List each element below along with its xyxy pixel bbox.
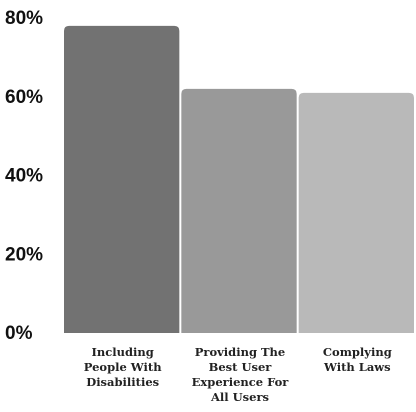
x-tick-label-line: Experience For <box>192 375 290 389</box>
bar <box>64 25 180 333</box>
x-tick-label-line: Disabilities <box>86 375 159 389</box>
x-axis: Including People With Disabilities Providin… <box>84 345 392 404</box>
y-tick-label: 80% <box>5 8 43 29</box>
x-tick-label-line: Best User <box>209 360 273 374</box>
x-tick-label-line: Complying <box>323 345 392 359</box>
x-tick-label-line: Providing The <box>195 345 285 359</box>
x-tick-label-line: People With <box>84 360 162 374</box>
bar <box>181 88 297 333</box>
bar <box>298 92 414 333</box>
x-tick-label-line: Including <box>92 345 154 359</box>
y-tick-label: 20% <box>5 244 43 265</box>
x-tick-label-line: With Laws <box>323 360 391 374</box>
y-tick-label: 60% <box>5 87 43 108</box>
y-tick-label: 40% <box>5 166 43 187</box>
y-axis: 0% 20% 40% 60% 80% <box>5 8 43 344</box>
x-tick-label: Providing The Best User Experience For All … <box>192 345 290 404</box>
y-tick-label: 0% <box>5 323 33 344</box>
bars <box>64 25 414 333</box>
x-tick-label-line: All Users <box>210 390 269 404</box>
x-tick-label: Complying With Laws <box>323 345 392 374</box>
x-tick-label: Including People With Disabilities <box>84 345 162 389</box>
